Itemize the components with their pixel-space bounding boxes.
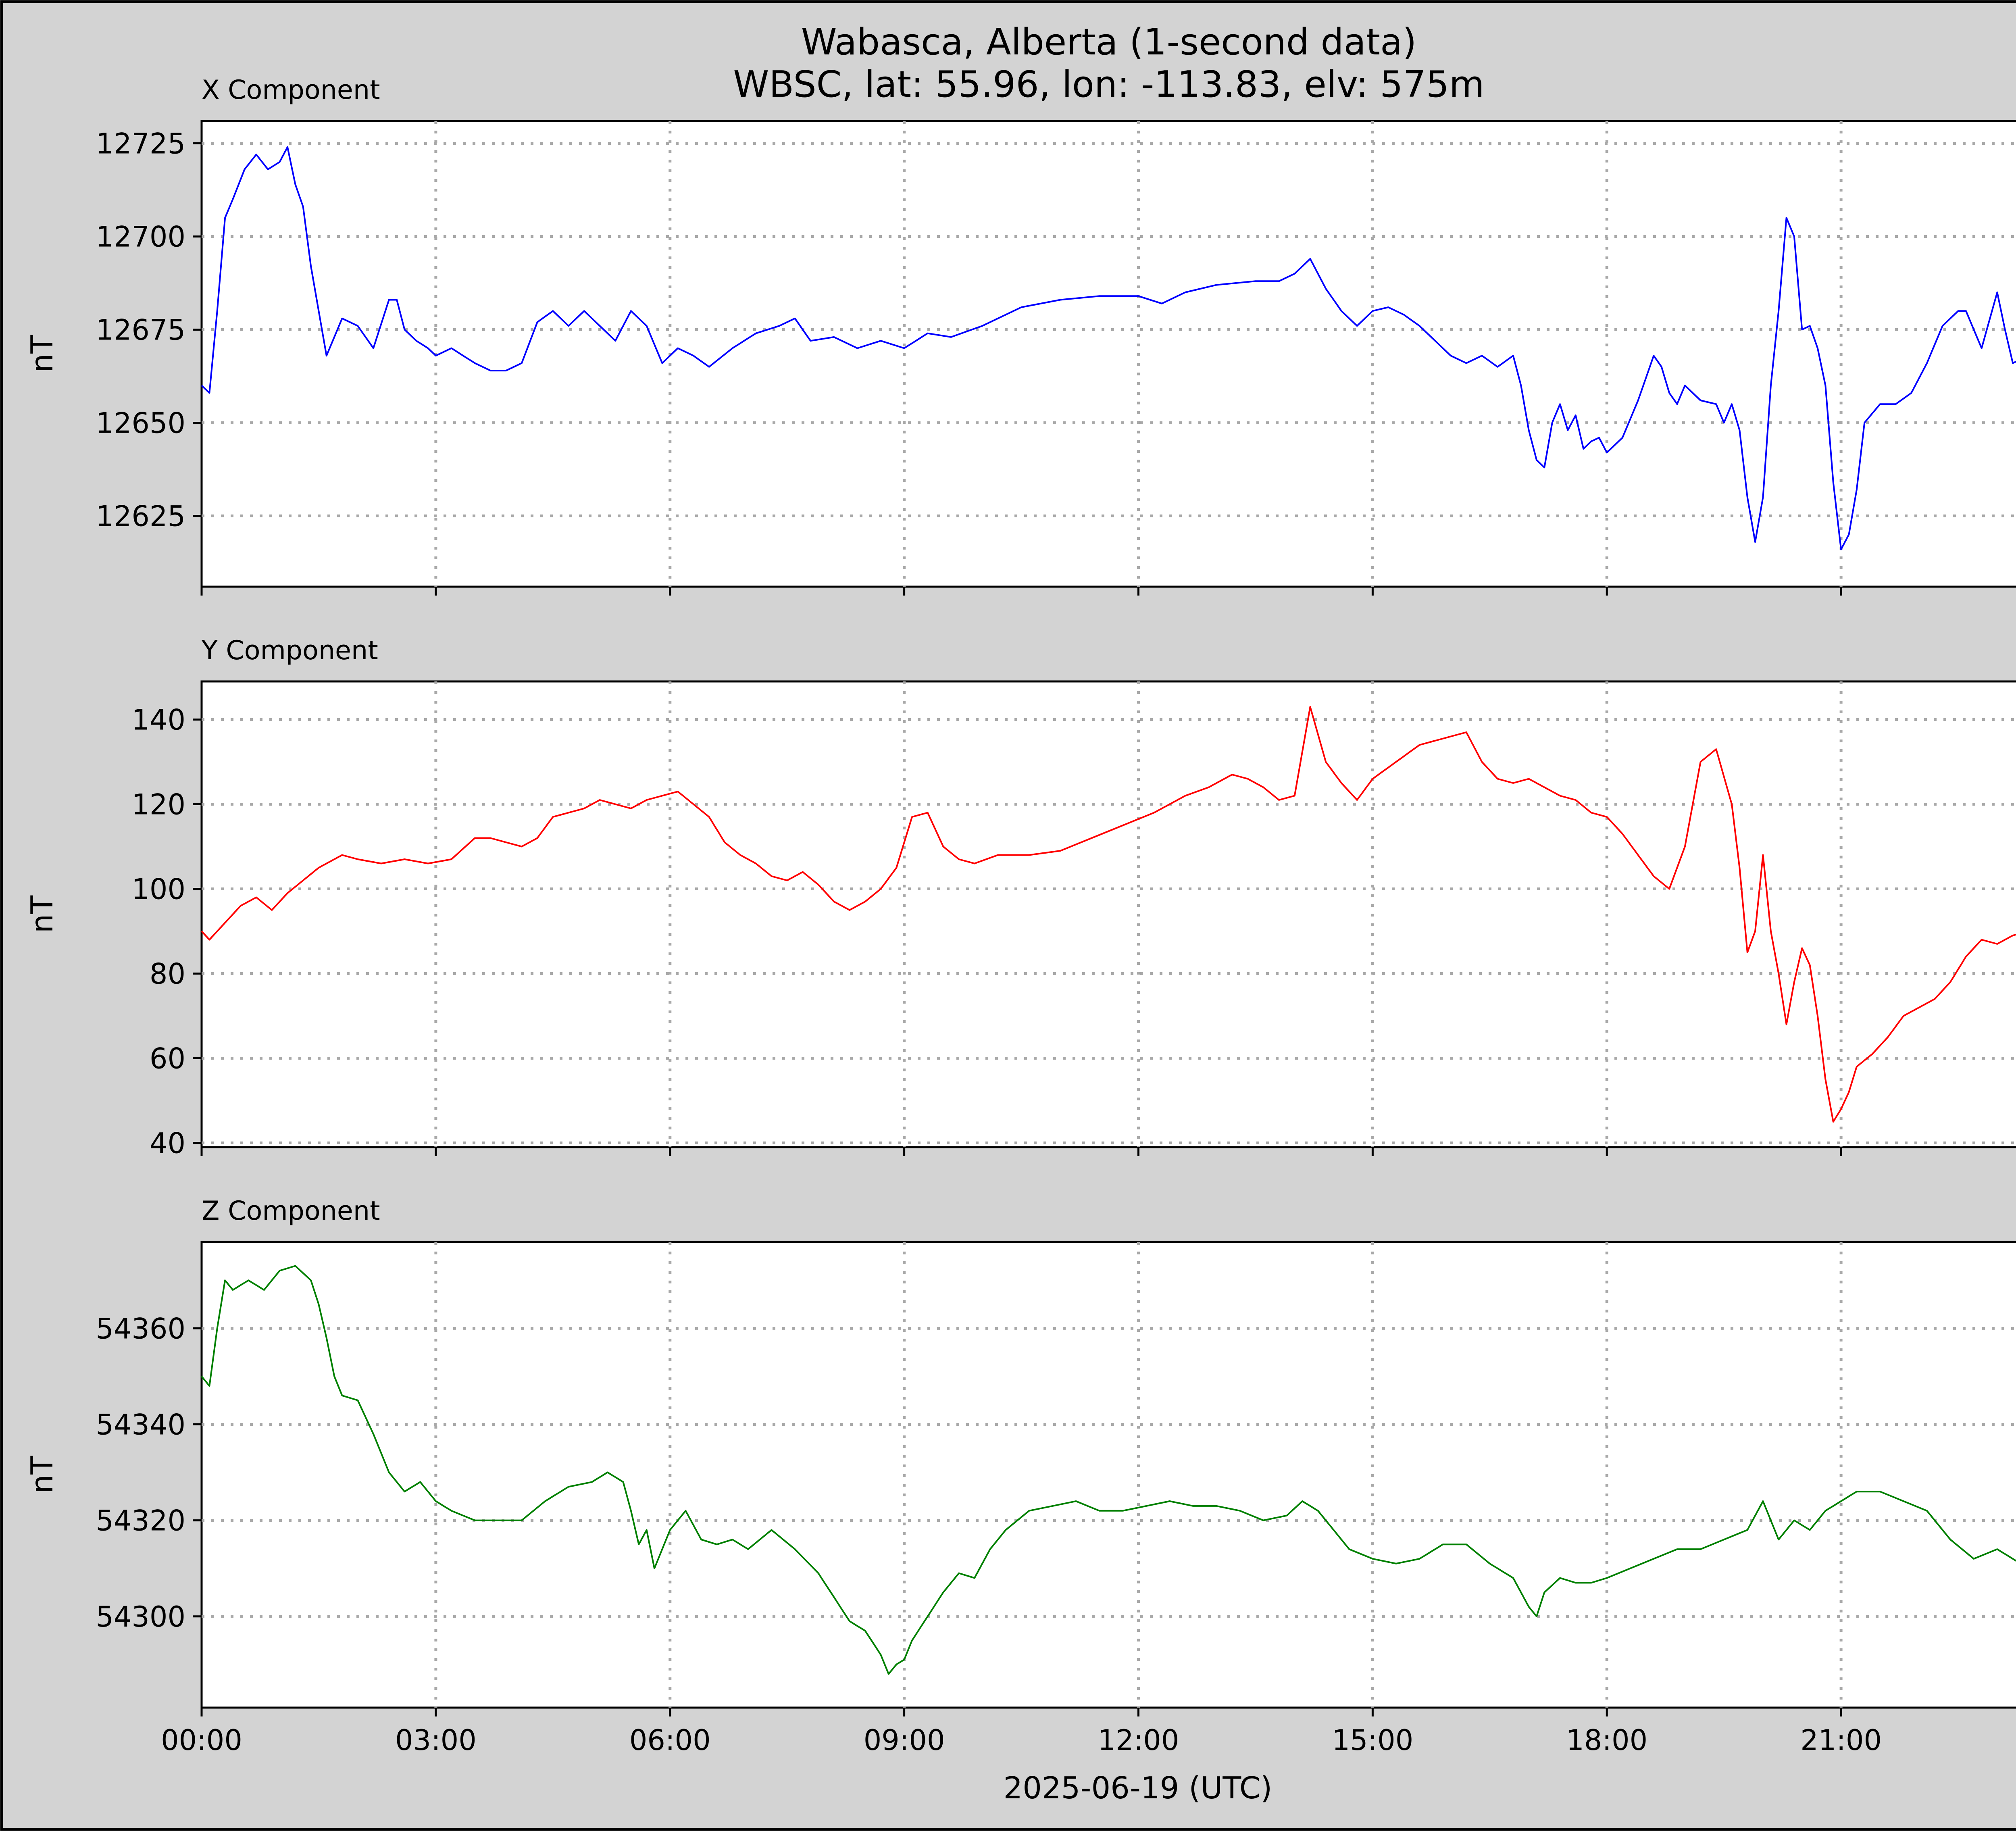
chart-subtitle: WBSC, lat: 55.96, lon: -113.83, elv: 575… — [733, 63, 1484, 106]
panel-title-z: Z Component — [202, 1196, 380, 1226]
plot-area-z — [200, 1241, 2016, 1709]
x-tick-label: 03:00 — [395, 1724, 477, 1757]
chart-title: Wabasca, Alberta (1-second data) — [801, 21, 1417, 63]
series-line-y — [201, 706, 2016, 1123]
y-tick-label: 12725 — [96, 127, 185, 160]
y-tick-label: 54340 — [96, 1408, 185, 1441]
series-line-x — [201, 146, 2016, 550]
x-tick-label: 21:00 — [1800, 1724, 1882, 1757]
panel-title-y: Y Component — [201, 635, 378, 666]
x-tick-label: 18:00 — [1566, 1724, 1647, 1757]
y-axis-label-y: nT — [24, 895, 60, 933]
panel-y: 40 60 80 100 120 140 Y Component nT — [24, 635, 2016, 1160]
y-tick-label: 12625 — [96, 500, 185, 533]
panel-z: 00:00 03:00 06:00 09:00 12:00 15:00 18:00 21:00… — [24, 1196, 2016, 1757]
y-axis-label-x: nT — [24, 335, 60, 373]
plot-area-y — [200, 680, 2016, 1148]
plot-area-x — [200, 120, 2016, 588]
x-tick-label: 15:00 — [1332, 1724, 1414, 1757]
y-tick-label: 120 — [131, 788, 185, 821]
y-tick-label: 12675 — [96, 313, 185, 346]
x-tick-label: 12:00 — [1098, 1724, 1179, 1757]
y-tick-label: 54360 — [96, 1312, 185, 1345]
y-axis-label-z: nT — [24, 1456, 60, 1494]
y-tick-label: 140 — [131, 704, 185, 737]
x-axis-label: 2025-06-19 (UTC) — [1004, 1770, 1272, 1806]
panel-x: 12625 12650 12675 12700 12725 X Component nT — [24, 75, 2016, 596]
y-tick-label: 100 — [131, 873, 185, 906]
y-tick-label: 40 — [150, 1127, 185, 1160]
panel-title-x: X Component — [202, 75, 380, 105]
x-tick-label: 09:00 — [864, 1724, 945, 1757]
x-tick-label: 06:00 — [629, 1724, 711, 1757]
x-tick-label: 00:00 — [161, 1724, 242, 1757]
y-tick-label: 80 — [150, 958, 185, 991]
y-tick-label: 54320 — [96, 1504, 185, 1537]
y-tick-label: 60 — [150, 1042, 185, 1075]
y-tick-label: 12700 — [96, 220, 185, 253]
y-tick-label: 12650 — [96, 406, 185, 440]
y-tick-label: 54300 — [96, 1600, 185, 1633]
series-line-z — [201, 1265, 2016, 1675]
